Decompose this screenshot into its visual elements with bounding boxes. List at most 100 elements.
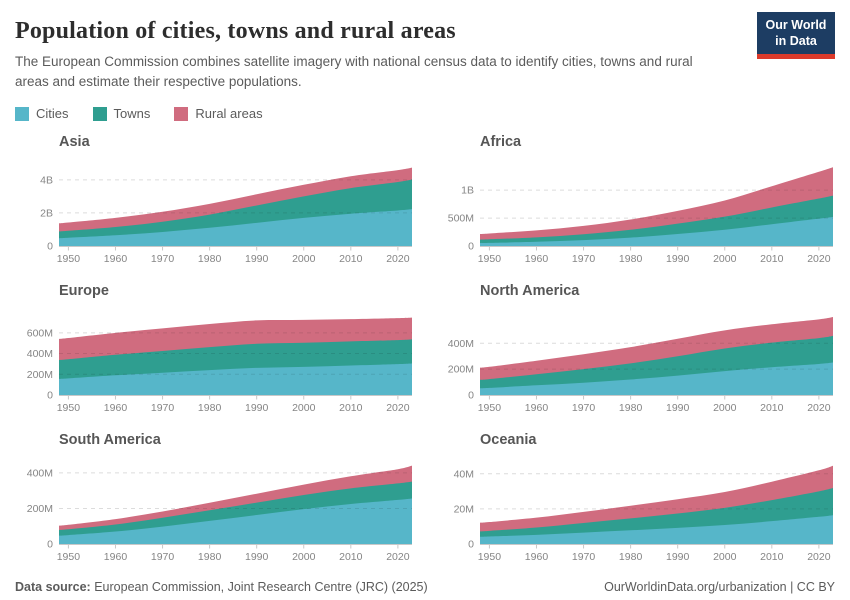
owid-logo-box: Our World in Data <box>757 12 835 55</box>
legend-swatch-icon <box>174 106 189 121</box>
x-tick-label: 2010 <box>760 551 784 563</box>
x-tick-label: 2000 <box>713 551 737 563</box>
x-tick-label: 2010 <box>339 402 363 414</box>
data-source-text: European Commission, Joint Research Cent… <box>90 580 428 595</box>
y-tick-label: 0 <box>47 539 53 551</box>
x-tick-label: 1960 <box>104 402 128 414</box>
area-series-cities <box>480 362 833 396</box>
owid-logo-line2: in Data <box>775 33 817 48</box>
legend-label: Cities <box>36 106 69 122</box>
x-tick-label: 1980 <box>198 253 222 265</box>
x-tick-label: 2020 <box>386 253 410 265</box>
x-tick-label: 2020 <box>807 402 831 414</box>
area-chart-south-america: 0 200M 400M 1950 1960 1970 1980 1990 2000 2010 202… <box>27 465 412 563</box>
area-chart-europe: 0 200M 400M 600M 1950 1960 1970 1980 1990 2000 201… <box>27 317 412 414</box>
x-tick-label: 2000 <box>292 402 316 414</box>
x-tick-label: 1990 <box>666 402 690 414</box>
chart-panel-south-america: South America 0 200M 400M 1950 1960 1970 1980 19… <box>15 423 414 570</box>
x-tick-label: 1990 <box>245 253 269 265</box>
x-tick-label: 1990 <box>245 551 269 563</box>
x-tick-label: 1980 <box>198 402 222 414</box>
x-tick-label: 1980 <box>198 551 222 563</box>
area-series-cities <box>480 515 833 545</box>
x-tick-label: 1960 <box>525 551 549 563</box>
legend-item-towns: Towns <box>92 106 151 122</box>
chart-panel-north-america: North America 0 200M 400M 1950 1960 1970 1980 19… <box>436 274 835 421</box>
x-tick-label: 1970 <box>151 402 175 414</box>
y-tick-label: 200M <box>448 364 474 376</box>
owid-logo-red-bar <box>757 54 835 60</box>
x-tick-label: 1980 <box>619 402 643 414</box>
charts-grid: Asia 0 2B 4B 1950 1960 1970 1980 1990 2000 2010 202… <box>15 125 835 570</box>
x-tick-label: 1970 <box>572 402 596 414</box>
x-tick-label: 2010 <box>760 402 784 414</box>
x-tick-label: 1980 <box>619 253 643 265</box>
x-tick-label: 1970 <box>151 253 175 265</box>
x-tick-label: 1950 <box>478 402 502 414</box>
chart-title-africa: Africa <box>480 134 522 151</box>
area-chart-asia: 0 2B 4B 1950 1960 1970 1980 1990 2000 2010 2020 <box>40 167 412 265</box>
page-title: Population of cities, towns and rural ar… <box>15 18 456 44</box>
x-tick-label: 2000 <box>292 551 316 563</box>
y-tick-label: 400M <box>448 338 474 350</box>
area-series-cities <box>59 363 412 396</box>
x-tick-label: 2010 <box>760 253 784 265</box>
x-tick-label: 1970 <box>572 551 596 563</box>
x-tick-label: 1990 <box>666 551 690 563</box>
x-tick-label: 2000 <box>713 253 737 265</box>
page-subtitle: The European Commission combines satelli… <box>15 54 693 89</box>
y-tick-label: 1B <box>461 185 474 197</box>
owid-logo-line1: Our World <box>765 18 827 32</box>
x-tick-label: 1970 <box>572 253 596 265</box>
legend: Cities Towns Rural areas <box>15 106 835 121</box>
area-chart-africa: 0 500M 1B 1950 1960 1970 1980 1990 2000 2010 2020 <box>448 167 833 265</box>
chart-panel-africa: Africa 0 500M 1B 1950 1960 1970 1980 1990 2000 201… <box>436 125 835 272</box>
x-tick-label: 1960 <box>104 253 128 265</box>
y-tick-label: 400M <box>27 468 53 480</box>
area-chart-north-america: 0 200M 400M 1950 1960 1970 1980 1990 2000 2010 202… <box>448 317 833 414</box>
x-tick-label: 1960 <box>525 253 549 265</box>
x-tick-label: 1990 <box>666 253 690 265</box>
footer: Data source: European Commission, Joint … <box>15 580 835 594</box>
chart-title-oceania: Oceania <box>480 432 537 449</box>
area-chart-oceania: 0 20M 40M 1950 1960 1970 1980 1990 2000 2010 2020 <box>454 465 833 563</box>
area-series-cities <box>59 498 412 545</box>
y-tick-label: 500M <box>448 213 474 225</box>
y-tick-label: 200M <box>27 503 53 515</box>
y-tick-label: 40M <box>454 468 474 480</box>
y-tick-label: 0 <box>468 390 474 402</box>
chart-title-asia: Asia <box>59 134 90 151</box>
legend-item-rural-areas: Rural areas <box>174 106 263 121</box>
x-tick-label: 2000 <box>292 253 316 265</box>
x-tick-label: 2020 <box>807 253 831 265</box>
x-tick-label: 1960 <box>104 551 128 563</box>
legend-label: Towns <box>113 106 151 122</box>
y-tick-label: 0 <box>468 539 474 551</box>
x-tick-label: 2000 <box>713 402 737 414</box>
y-tick-label: 0 <box>47 390 53 402</box>
y-tick-label: 600M <box>27 327 53 339</box>
legend-item-cities: Cities <box>15 106 69 121</box>
area-series-cities <box>480 217 833 247</box>
legend-swatch-icon <box>92 106 107 121</box>
y-tick-label: 0 <box>468 241 474 253</box>
data-source-note: Data source: European Commission, Joint … <box>15 580 428 594</box>
chart-title-europe: Europe <box>59 283 109 300</box>
y-tick-label: 2B <box>40 208 53 220</box>
owid-url-ccby-link[interactable]: OurWorldinData.org/urbanization | CC BY <box>604 580 835 595</box>
x-tick-label: 1950 <box>57 253 81 265</box>
y-tick-label: 400M <box>27 348 53 360</box>
y-tick-label: 4B <box>40 174 53 186</box>
x-tick-label: 1960 <box>525 402 549 414</box>
x-tick-label: 1980 <box>619 551 643 563</box>
y-tick-label: 0 <box>47 241 53 253</box>
data-source-label: Data source: <box>15 580 91 595</box>
y-tick-label: 20M <box>454 504 474 516</box>
x-tick-label: 1950 <box>478 253 502 265</box>
area-series-cities <box>59 209 412 247</box>
chart-panel-europe: Europe 0 200M 400M 600M 1950 1960 1970 1980 1990 2… <box>15 274 414 421</box>
legend-swatch-icon <box>15 106 29 121</box>
x-tick-label: 1970 <box>151 551 175 563</box>
owid-logo[interactable]: Our World in Data <box>757 12 835 60</box>
